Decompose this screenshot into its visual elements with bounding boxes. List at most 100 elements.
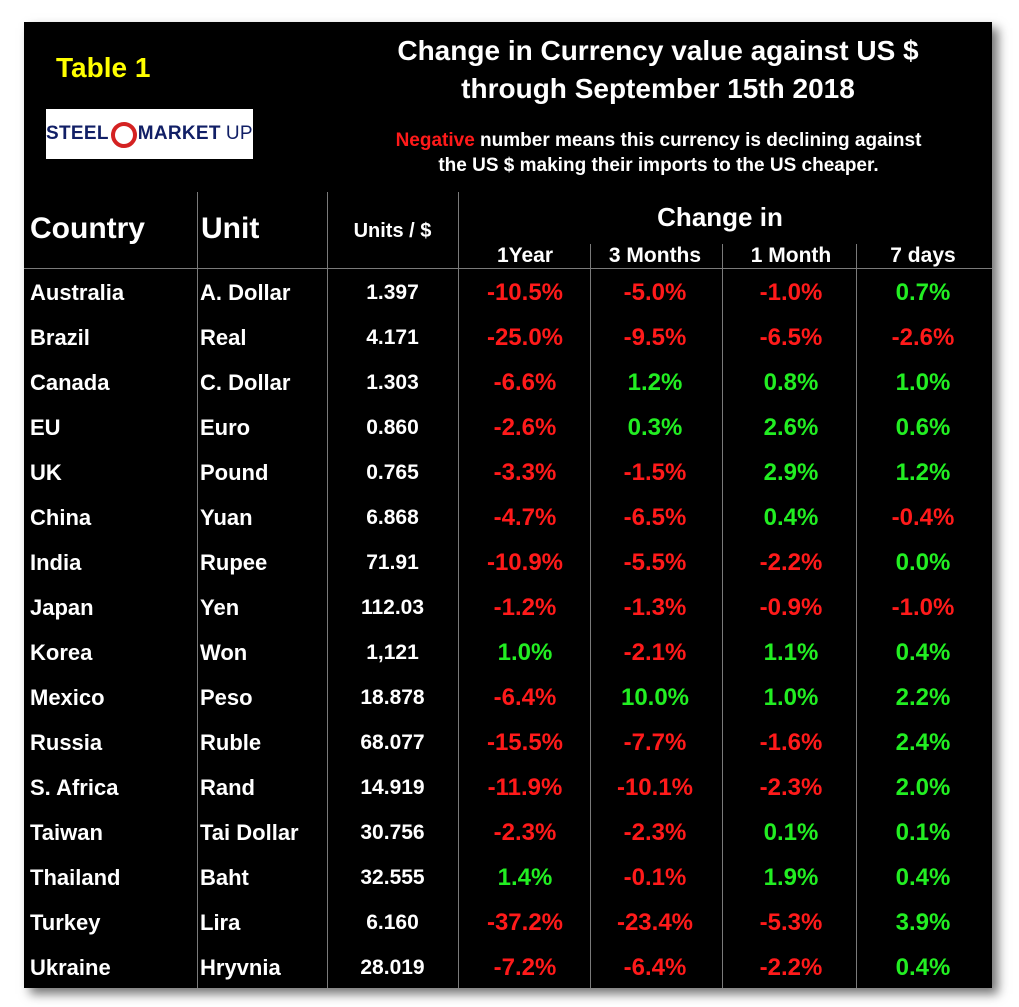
change-7days-cell: -0.4% — [891, 504, 955, 531]
change-1month-cell: -0.9% — [759, 594, 823, 621]
change-1year-cell: -6.6% — [493, 369, 557, 396]
note-line-1-rest: number means this currency is declining … — [474, 130, 922, 151]
currency-table-panel: Table 1 STEEL MARKET UPDATE Change in Cu… — [24, 22, 992, 988]
column-divider — [458, 192, 459, 988]
country-cell: China — [30, 505, 92, 530]
unit-cell: Won — [200, 640, 248, 665]
country-cell: Korea — [30, 640, 93, 665]
change-3months-cell: 0.3% — [627, 414, 683, 441]
change-7days-cell: 3.9% — [895, 909, 951, 936]
change-3months-cell: 1.2% — [627, 369, 683, 396]
logo-market-text: MARKET — [137, 123, 221, 144]
column-divider — [722, 244, 723, 988]
change-1month-cell: -2.2% — [759, 549, 823, 576]
country-cell: S. Africa — [30, 775, 119, 800]
table-label: Table 1 — [56, 52, 151, 83]
unit-cell: Hryvnia — [200, 955, 281, 980]
table-row: Ukraine Hryvnia 28.019 -7.2% -6.4% -2.2%… — [24, 945, 992, 990]
change-7days-cell: 0.4% — [895, 639, 951, 666]
header-divider — [24, 268, 992, 269]
change-1year-cell: -2.6% — [493, 414, 557, 441]
change-3months-cell: -2.1% — [623, 639, 687, 666]
unit-cell: Baht — [200, 865, 249, 890]
change-3months-cell: -0.1% — [623, 864, 687, 891]
table-row: Brazil Real 4.171 -25.0% -9.5% -6.5% -2.… — [24, 315, 992, 360]
country-cell: Japan — [30, 595, 94, 620]
country-cell: Russia — [30, 730, 103, 755]
change-1month-cell: 0.1% — [763, 819, 819, 846]
change-7days-cell: 2.2% — [895, 684, 951, 711]
rate-cell: 30.756 — [360, 821, 425, 844]
change-7days-cell: -2.6% — [891, 324, 955, 351]
change-1year-cell: 1.0% — [497, 639, 553, 666]
unit-cell: Peso — [200, 685, 253, 710]
change-3months-cell: -7.7% — [623, 729, 687, 756]
change-7days-cell: -1.0% — [891, 594, 955, 621]
country-cell: Turkey — [30, 910, 101, 935]
change-1year-cell: -4.7% — [493, 504, 557, 531]
unit-cell: Rupee — [200, 550, 268, 575]
change-7days-cell: 0.1% — [895, 819, 951, 846]
change-1month-cell: -2.3% — [759, 774, 823, 801]
page-title: Change in Currency value against US $ th… — [338, 32, 978, 108]
logo-steel-text: STEEL — [46, 123, 109, 144]
column-divider — [856, 244, 857, 988]
table-row: S. Africa Rand 14.919 -11.9% -10.1% -2.3… — [24, 765, 992, 810]
rate-cell: 1,121 — [366, 641, 419, 664]
rate-cell: 1.397 — [366, 281, 419, 304]
header-units-per-dollar: Units / $ — [353, 220, 432, 242]
note-line-1: Negative number means this currency is d… — [336, 128, 981, 153]
note-line-2: the US $ making their imports to the US … — [438, 155, 879, 176]
rate-cell: 14.919 — [360, 776, 425, 799]
change-1year-cell: -1.2% — [493, 594, 557, 621]
rate-cell: 6.868 — [366, 506, 419, 529]
country-cell: Australia — [30, 280, 125, 305]
change-1month-cell: -1.6% — [759, 729, 823, 756]
table-row: Canada C. Dollar 1.303 -6.6% 1.2% 0.8% 1… — [24, 360, 992, 405]
change-7days-cell: 2.0% — [895, 774, 951, 801]
change-3months-cell: 10.0% — [620, 684, 690, 711]
change-1month-cell: 2.9% — [763, 459, 819, 486]
change-1year-cell: -37.2% — [486, 909, 564, 936]
change-1year-cell: -2.3% — [493, 819, 557, 846]
change-7days-cell: 1.0% — [895, 369, 951, 396]
change-1month-cell: -2.2% — [759, 954, 823, 981]
note-negative-word: Negative — [395, 130, 475, 151]
title-line-2: through September 15th 2018 — [461, 73, 855, 104]
change-3months-cell: -2.3% — [623, 819, 687, 846]
country-cell: Thailand — [30, 865, 121, 890]
unit-cell: Real — [200, 325, 247, 350]
rate-cell: 68.077 — [360, 731, 425, 754]
change-3months-cell: -23.4% — [616, 909, 694, 936]
table-row: Turkey Lira 6.160 -37.2% -23.4% -5.3% 3.… — [24, 900, 992, 945]
table-row: India Rupee 71.91 -10.9% -5.5% -2.2% 0.0… — [24, 540, 992, 585]
change-1month-cell: 2.6% — [763, 414, 819, 441]
table-row: EU Euro 0.860 -2.6% 0.3% 2.6% 0.6% — [24, 405, 992, 450]
country-cell: Brazil — [30, 325, 90, 350]
rate-cell: 28.019 — [360, 956, 425, 979]
change-3months-cell: -1.5% — [623, 459, 687, 486]
country-cell: Taiwan — [30, 820, 103, 845]
change-1year-cell: -6.4% — [493, 684, 557, 711]
change-1month-cell: -1.0% — [759, 279, 823, 306]
unit-cell: Lira — [200, 910, 241, 935]
table-row: Mexico Peso 18.878 -6.4% 10.0% 1.0% 2.2% — [24, 675, 992, 720]
title-line-1: Change in Currency value against US $ — [397, 35, 919, 66]
country-cell: EU — [30, 415, 61, 440]
change-7days-cell: 0.7% — [895, 279, 951, 306]
change-1month-cell: 1.9% — [763, 864, 819, 891]
table-row: Japan Yen 112.03 -1.2% -1.3% -0.9% -1.0% — [24, 585, 992, 630]
column-divider — [590, 244, 591, 988]
logo-update-text: UPDATE — [225, 123, 253, 144]
table-row: Russia Ruble 68.077 -15.5% -7.7% -1.6% 2… — [24, 720, 992, 765]
change-1month-cell: 0.4% — [763, 504, 819, 531]
change-7days-cell: 1.2% — [895, 459, 951, 486]
change-3months-cell: -9.5% — [623, 324, 687, 351]
country-cell: Ukraine — [30, 955, 111, 980]
change-3months-cell: -1.3% — [623, 594, 687, 621]
change-1year-cell: -10.9% — [486, 549, 564, 576]
rate-cell: 32.555 — [360, 866, 425, 889]
logo-ring-icon — [110, 122, 137, 148]
table-row: Thailand Baht 32.555 1.4% -0.1% 1.9% 0.4… — [24, 855, 992, 900]
rate-cell: 1.303 — [366, 371, 419, 394]
